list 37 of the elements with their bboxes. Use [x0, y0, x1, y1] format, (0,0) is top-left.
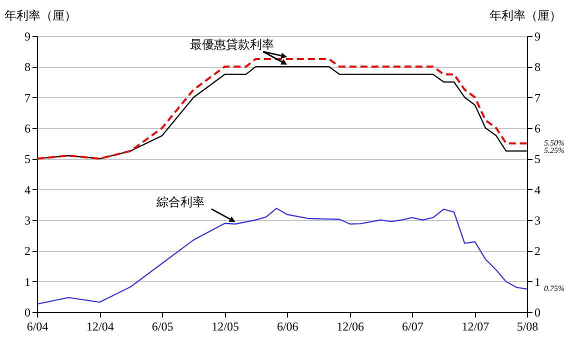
y-tick-label: 8 [24, 60, 30, 74]
y-tick-label: 4 [24, 182, 30, 197]
y2-tick-label: 7 [534, 90, 540, 105]
y-tick-label: 7 [24, 90, 30, 105]
x-tick-label: 12/04 [86, 320, 114, 334]
x-tick-label: 6/04 [26, 320, 48, 334]
x-tick-label: 6/06 [276, 320, 298, 334]
y-axis-title: 年利率（厘） [4, 8, 76, 22]
y-tick-label: 3 [24, 214, 30, 228]
y2-tick-label: 8 [534, 60, 540, 74]
annotation: 5.25% [544, 146, 564, 155]
y-tick-label: 5 [24, 152, 30, 166]
line-series [36, 208, 528, 305]
y-tick-label: 2 [24, 244, 30, 258]
y2-tick-label: 6 [534, 122, 540, 136]
x-tick-label: 6/07 [402, 320, 424, 334]
x-tick-label: 12/05 [212, 320, 239, 334]
x-tick-label: 5/08 [516, 320, 538, 334]
x-tick-label: 12/06 [336, 320, 364, 334]
annotation: 最優惠貸款利率 [190, 38, 274, 52]
y-tick-label: 6 [24, 122, 30, 136]
y2-tick-label: 5 [534, 152, 540, 166]
x-tick-label: 6/05 [152, 320, 174, 334]
x-tick-label: 12/07 [462, 320, 490, 334]
y2-tick-label: 3 [534, 214, 540, 228]
y2-tick-label: 1 [534, 274, 540, 289]
y-tick-label: 9 [24, 30, 30, 44]
y-tick-label: 1 [24, 274, 30, 289]
y2-tick-label: 4 [534, 182, 540, 197]
y-tick-label: 0 [24, 306, 30, 320]
annotation: 0.75% [544, 284, 564, 293]
y2-tick-label: 2 [534, 244, 540, 258]
y2-tick-label: 9 [534, 30, 540, 44]
y2-axis-title: 年利率（厘） [490, 8, 562, 22]
annotation: 5.50% [544, 138, 564, 148]
annotation: 綜合利率 [155, 194, 204, 209]
y2-tick-label: 0 [534, 306, 540, 320]
